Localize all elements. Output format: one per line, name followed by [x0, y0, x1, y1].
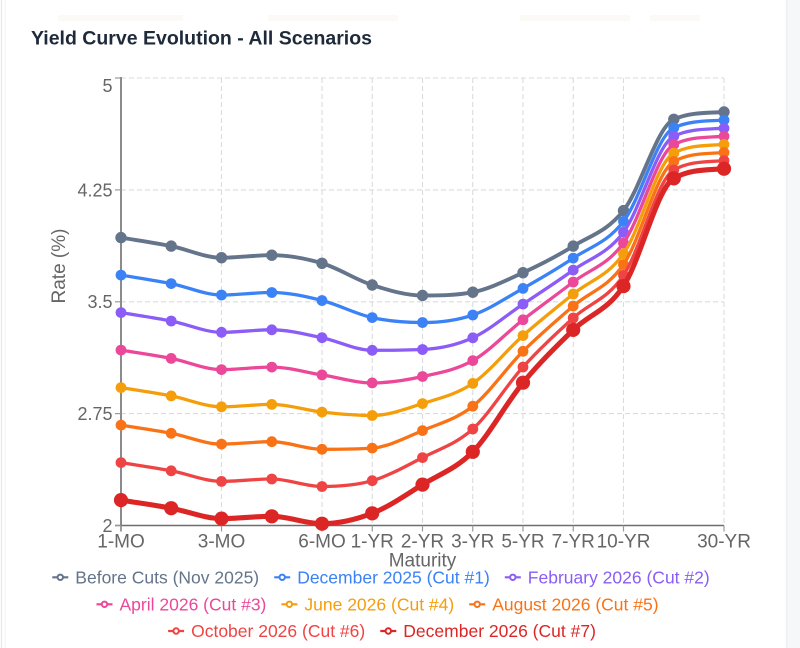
- svg-text:3-MO: 3-MO: [198, 532, 246, 553]
- svg-text:3.5: 3.5: [87, 292, 112, 312]
- svg-text:June 2026 (Cut #4): June 2026 (Cut #4): [304, 595, 454, 615]
- svg-text:1-MO: 1-MO: [97, 532, 145, 553]
- svg-text:December 2026 (Cut #7): December 2026 (Cut #7): [403, 621, 596, 641]
- svg-text:5: 5: [102, 76, 112, 96]
- svg-text:2-YR: 2-YR: [401, 532, 444, 553]
- svg-text:August 2026 (Cut #5): August 2026 (Cut #5): [492, 595, 658, 615]
- svg-text:Maturity: Maturity: [389, 551, 457, 572]
- svg-text:10-YR: 10-YR: [597, 532, 651, 553]
- svg-text:6-MO: 6-MO: [298, 532, 346, 553]
- svg-text:3-YR: 3-YR: [451, 532, 494, 553]
- svg-text:April 2026 (Cut #3): April 2026 (Cut #3): [120, 595, 267, 615]
- svg-text:7-YR: 7-YR: [552, 532, 595, 553]
- svg-text:30-YR: 30-YR: [697, 532, 751, 553]
- svg-text:Rate (%): Rate (%): [49, 229, 70, 304]
- svg-text:4.25: 4.25: [77, 180, 112, 200]
- svg-text:2: 2: [102, 516, 112, 536]
- svg-text:5-YR: 5-YR: [501, 532, 544, 553]
- svg-text:December 2025 (Cut #1): December 2025 (Cut #1): [297, 568, 490, 588]
- svg-text:2.75: 2.75: [77, 404, 112, 424]
- svg-text:Before Cuts (Nov 2025): Before Cuts (Nov 2025): [75, 568, 259, 588]
- svg-text:1-YR: 1-YR: [351, 532, 394, 553]
- svg-text:October 2026 (Cut #6): October 2026 (Cut #6): [191, 621, 365, 641]
- svg-text:February 2026 (Cut #2): February 2026 (Cut #2): [528, 568, 710, 588]
- svg-text:Yield Curve Evolution - All Sc: Yield Curve Evolution - All Scenarios: [31, 28, 372, 50]
